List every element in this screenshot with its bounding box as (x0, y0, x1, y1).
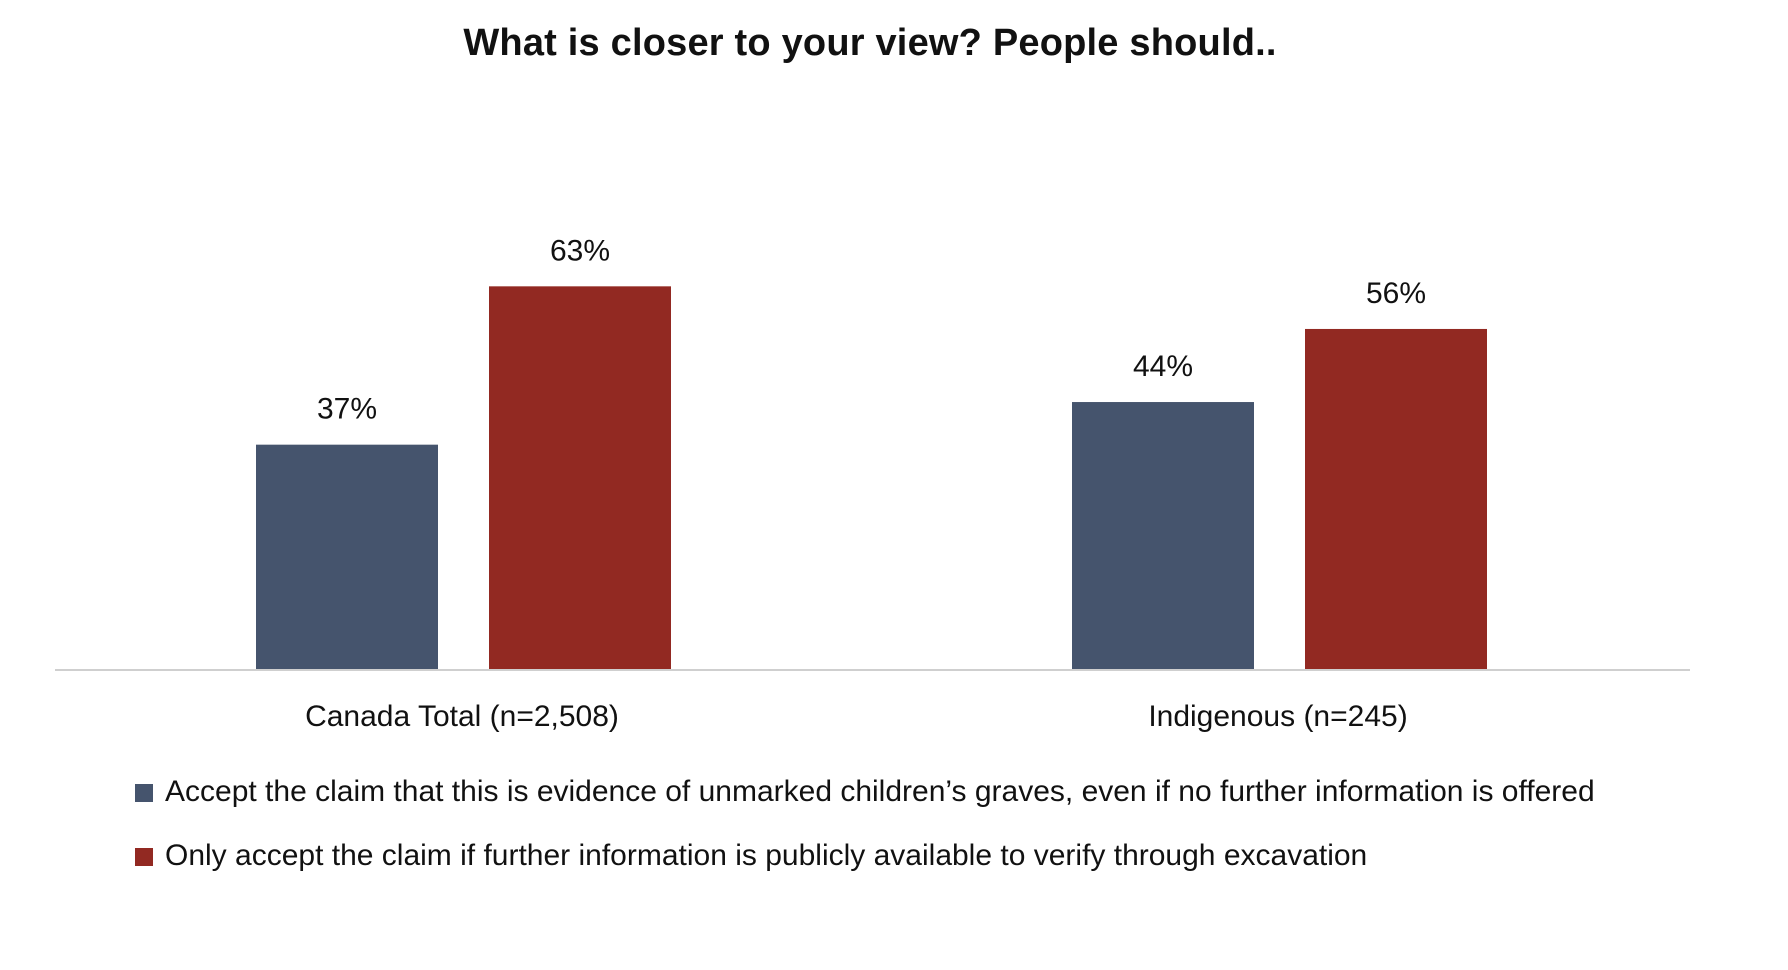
category-label-0: Canada Total (n=2,508) (305, 700, 619, 733)
bar-chart: 37% 63% 44% 56% Canada Total (n=2,508) Indig… (55, 234, 1690, 733)
category-label-1: Indigenous (n=245) (1148, 700, 1407, 733)
legend-label-verify: Only accept the claim if further informa… (165, 839, 1368, 872)
data-label-series0-cat0: 37% (317, 393, 377, 426)
bars-group (256, 286, 1487, 670)
legend-label-accept: Accept the claim that this is evidence o… (165, 775, 1595, 808)
data-label-series1-cat1: 56% (1366, 277, 1426, 310)
chart-title: What is closer to your view? People shou… (463, 22, 1277, 64)
legend-swatch-accept (135, 784, 153, 802)
data-label-series0-cat1: 44% (1133, 350, 1193, 383)
legend-item-accept: Accept the claim that this is evidence o… (135, 770, 1635, 814)
bar-series0-cat0 (256, 444, 438, 670)
legend-item-verify: Only accept the claim if further informa… (135, 834, 1635, 878)
bar-series1-cat0 (489, 286, 671, 670)
legend-swatch-verify (135, 848, 153, 866)
category-labels-group: Canada Total (n=2,508) Indigenous (n=245) (305, 700, 1408, 733)
bar-series0-cat1 (1072, 402, 1254, 670)
data-label-series1-cat0: 63% (550, 234, 610, 267)
bar-series1-cat1 (1305, 328, 1487, 670)
legend: Accept the claim that this is evidence o… (135, 770, 1635, 898)
value-labels-group: 37% 63% 44% 56% (317, 234, 1426, 425)
